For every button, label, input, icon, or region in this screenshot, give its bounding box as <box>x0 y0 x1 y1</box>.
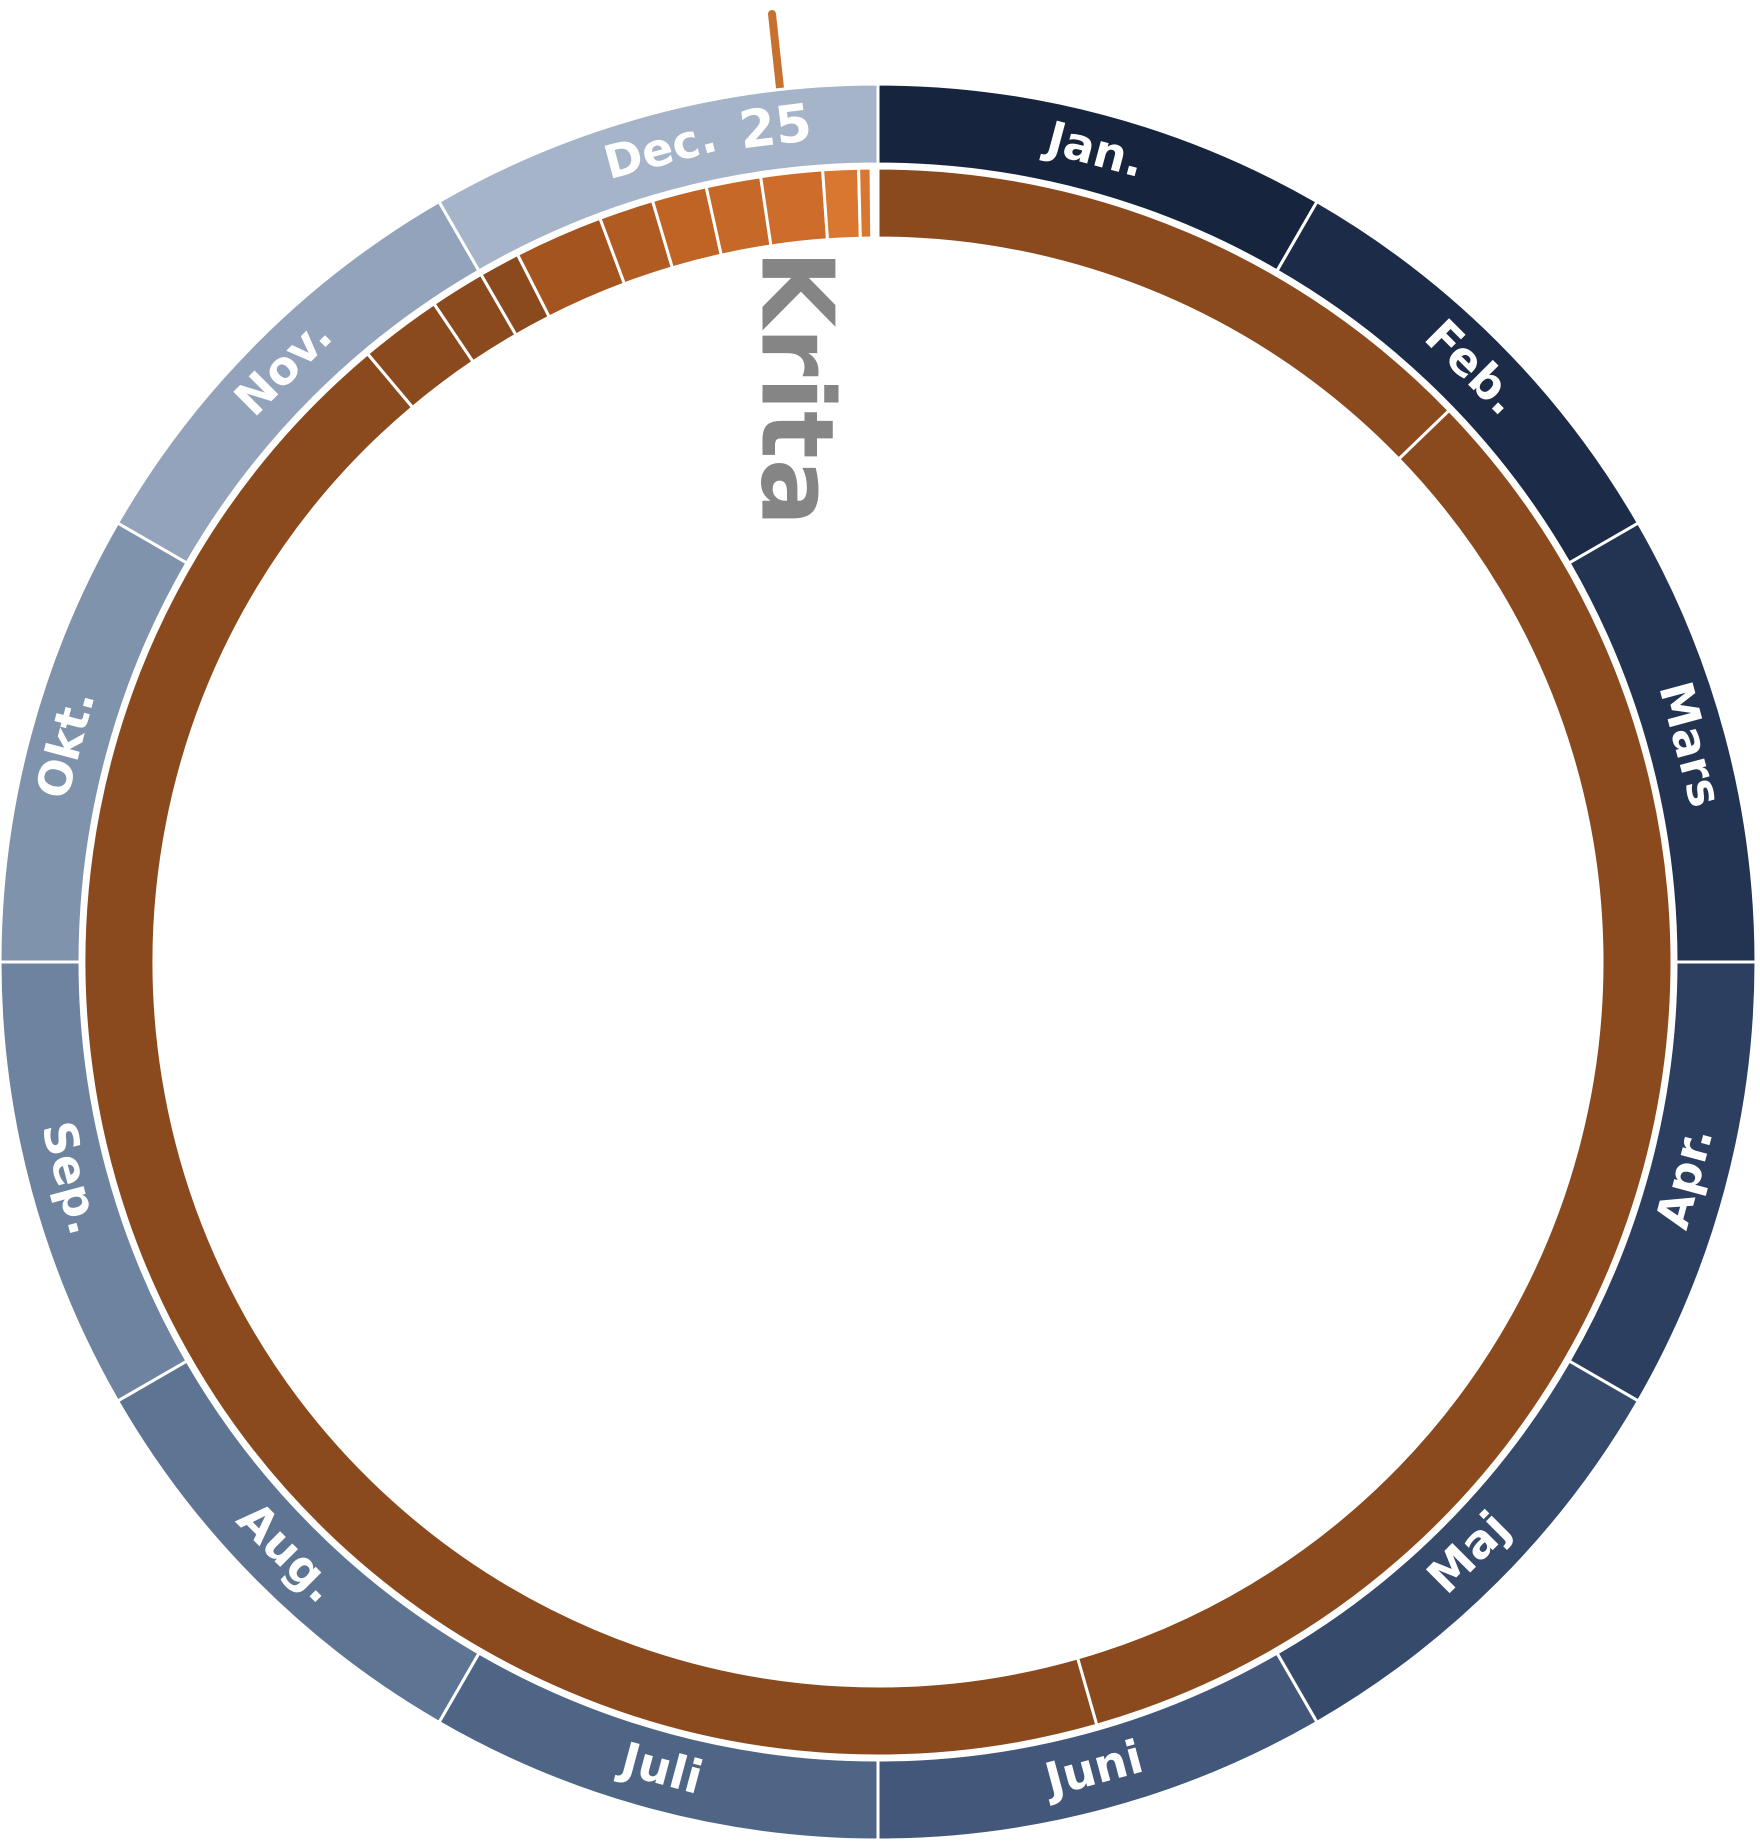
pin <box>768 10 784 92</box>
inner-segment <box>1075 408 1674 1728</box>
inner-segment <box>857 166 874 240</box>
day-label: 25 <box>736 93 815 161</box>
event-label: Krita <box>739 250 856 526</box>
month-segment <box>436 82 880 273</box>
inner-segment <box>821 166 862 242</box>
inner-segment <box>82 351 1099 1758</box>
inner-segment <box>758 168 830 248</box>
